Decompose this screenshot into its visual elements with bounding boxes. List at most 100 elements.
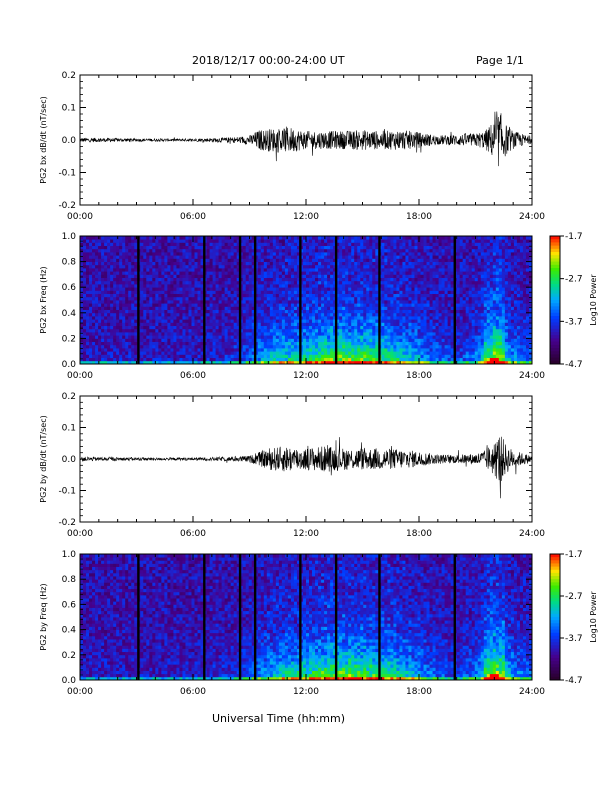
spectrogram-cell	[287, 280, 292, 285]
spectrogram-cell	[330, 335, 334, 339]
spectrogram-cell	[309, 245, 313, 250]
spectrogram-cell	[302, 284, 307, 288]
spectrogram-cell	[128, 325, 132, 330]
spectrogram-cell	[83, 351, 87, 355]
spectrogram-cell	[197, 306, 201, 310]
spectrogram-cell	[275, 268, 280, 272]
spectrogram-cell	[161, 335, 165, 339]
spectrogram-cell	[360, 277, 364, 282]
spectrogram-cell	[393, 354, 397, 358]
spectrogram-cell	[155, 280, 159, 285]
spectrogram-cell	[423, 252, 427, 256]
spectrogram-cell	[152, 239, 156, 243]
spectrogram-cell	[98, 255, 102, 259]
spectrogram-cell	[263, 344, 268, 349]
spectrogram-cell	[101, 264, 105, 269]
spectrogram-cell	[429, 344, 433, 349]
spectrogram-cell	[80, 242, 84, 246]
spectrogram-cell	[212, 316, 216, 320]
spectrogram-cell	[417, 344, 421, 349]
spectrogram-cell	[324, 303, 328, 307]
spectrogram-cell	[227, 312, 232, 317]
spectrogram-cell	[194, 344, 198, 349]
spectrogram-cell	[167, 328, 171, 333]
spectrogram-cell	[101, 236, 105, 240]
spectrogram-cell	[125, 284, 129, 288]
spectrogram-cell	[245, 341, 250, 346]
spectrogram-cell	[191, 341, 195, 346]
spectrogram-cell	[426, 255, 430, 259]
spectrogram-cell	[429, 268, 433, 272]
spectrogram-cell	[95, 319, 99, 323]
spectrogram-cell	[197, 242, 201, 246]
spectrogram-cell	[212, 261, 216, 266]
spectrogram-cell	[375, 322, 379, 326]
spectrogram-cell	[152, 328, 156, 333]
spectrogram-cell	[269, 284, 274, 288]
spectrogram-cell	[218, 351, 223, 355]
spectrogram-cell	[363, 280, 367, 285]
spectrogram-cell	[152, 290, 156, 294]
spectrogram-cell	[333, 319, 337, 323]
spectrogram-cell	[260, 322, 265, 326]
spectrogram-cell	[315, 348, 319, 352]
spectrogram-cell	[221, 264, 226, 269]
spectrogram-cell	[287, 287, 292, 291]
spectrogram-cell	[206, 303, 210, 307]
spectrogram-cell	[357, 296, 361, 301]
spectrogram-cell	[152, 252, 156, 256]
spectrogram-cell	[275, 354, 280, 358]
spectrogram-cell	[411, 242, 415, 246]
spectrogram-cell	[101, 303, 105, 307]
spectrogram-cell	[281, 325, 286, 330]
spectrogram-cell	[360, 300, 364, 304]
spectrogram-cell	[263, 258, 268, 262]
spectrogram-cell	[167, 242, 171, 246]
spectrogram-cell	[143, 309, 147, 314]
spectrogram-cell	[101, 344, 105, 349]
spectrogram-cell	[257, 316, 262, 320]
spectrogram-cell	[134, 277, 138, 282]
spectrogram-cell	[423, 354, 427, 358]
spectrogram-cell	[330, 271, 334, 275]
spectrogram-cell	[284, 348, 289, 352]
spectrogram-cell	[278, 236, 283, 240]
spectrogram-cell	[330, 360, 334, 365]
spectrogram-cell	[233, 312, 238, 317]
spectrogram-cell	[324, 261, 328, 266]
spectrogram-cell	[348, 332, 352, 336]
spectrogram-cell	[444, 245, 449, 250]
spectrogram-cell	[185, 351, 189, 355]
spectrogram-cell	[324, 258, 328, 262]
spectrogram-cell	[278, 258, 283, 262]
spectrogram-cell	[119, 236, 123, 240]
spectrogram-cell	[312, 338, 316, 342]
spectrogram-cell	[302, 303, 307, 307]
spectrogram-cell	[296, 290, 301, 294]
spectrogram-cell	[405, 335, 409, 339]
spectrogram-cell	[360, 268, 364, 272]
spectrogram-cell	[336, 348, 340, 352]
spectrogram-cell	[167, 351, 171, 355]
spectrogram-cell	[179, 271, 183, 275]
spectrogram-cell	[230, 236, 235, 240]
spectrogram-cell	[423, 284, 427, 288]
spectrogram-cell	[284, 236, 289, 240]
spectrogram-cell	[345, 296, 349, 301]
spectrogram-cell	[429, 293, 433, 298]
spectrogram-cell	[164, 242, 168, 246]
spectrogram-cell	[357, 252, 361, 256]
spectrogram-cell	[384, 312, 388, 317]
spectrogram-cell	[426, 328, 430, 333]
spectrogram-cell	[209, 332, 213, 336]
spectrogram-cell	[293, 348, 298, 352]
spectrogram-cell	[134, 245, 138, 250]
spectrogram-cell	[272, 268, 277, 272]
spectrogram-cell	[260, 300, 265, 304]
spectrogram-cell	[293, 344, 298, 349]
spectrogram-cell	[113, 316, 117, 320]
spectrogram-cell	[197, 287, 201, 291]
spectrogram-cell	[224, 303, 229, 307]
spectrogram-cell	[146, 357, 150, 362]
spectrogram-cell	[230, 290, 235, 294]
